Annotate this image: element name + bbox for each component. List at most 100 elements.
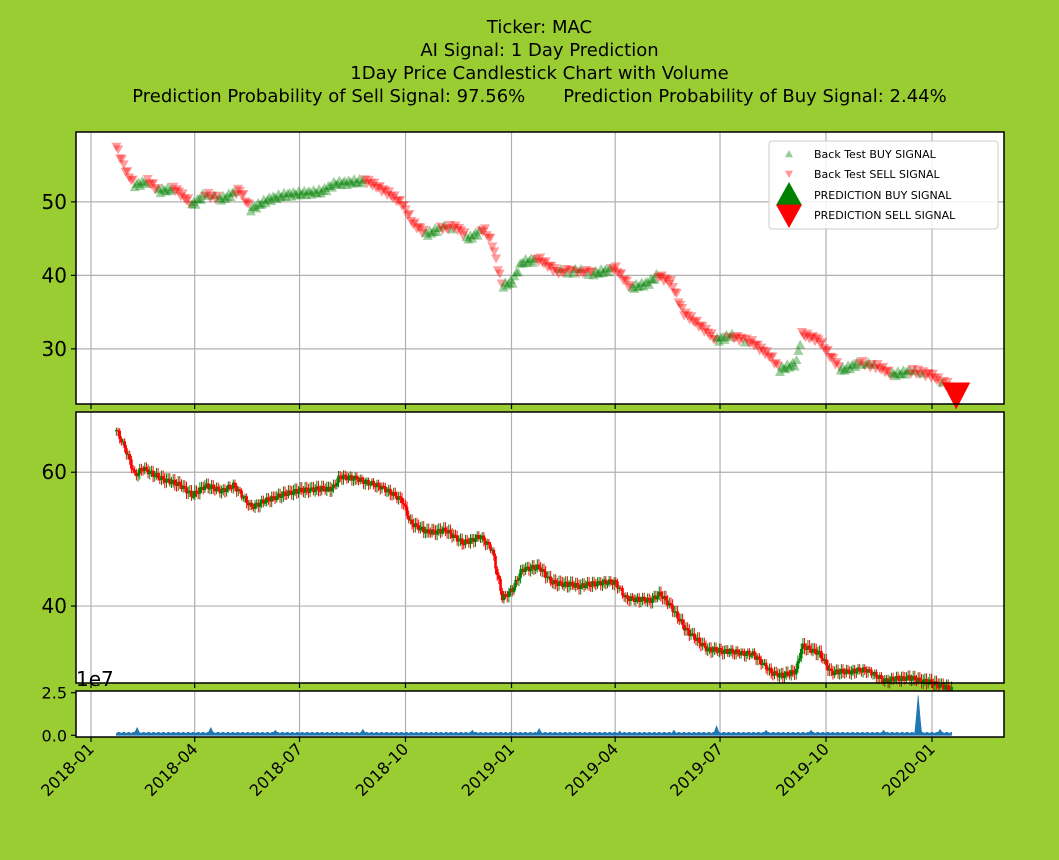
backtest-sell-marker	[749, 341, 760, 351]
backtest-sell-marker	[234, 186, 245, 196]
candle-down	[925, 679, 928, 685]
backtest-sell-marker	[918, 367, 929, 377]
candle-up	[850, 670, 853, 675]
backtest-buy-marker	[352, 177, 363, 187]
backtest-sell-marker	[752, 340, 763, 350]
backtest-buy-marker	[518, 258, 529, 268]
candle-up	[779, 672, 783, 674]
candle-up	[165, 479, 168, 483]
candle-down	[622, 595, 626, 598]
candle-down	[913, 675, 917, 681]
backtest-buy-marker	[785, 360, 796, 370]
candle-up	[115, 430, 118, 432]
backtest-sell-marker	[677, 303, 688, 313]
backtest-sell-marker	[402, 211, 413, 221]
backtest-sell-marker	[933, 373, 944, 383]
backtest-buy-marker	[516, 257, 527, 267]
backtest-sell-marker	[691, 316, 702, 326]
x-tick-label: 2020-01	[878, 739, 939, 800]
candle-up	[397, 496, 400, 500]
candle-down	[627, 598, 631, 602]
candle-up	[265, 497, 268, 503]
backtest-buy-marker	[271, 194, 282, 204]
backtest-buy-marker	[725, 332, 736, 342]
candle-up	[203, 485, 207, 491]
backtest-sell-marker	[459, 228, 470, 238]
backtest-buy-marker	[155, 188, 166, 198]
candle-down	[661, 596, 664, 599]
candle-up	[348, 475, 352, 477]
backtest-buy-marker	[841, 364, 852, 374]
candle-down	[559, 581, 562, 583]
backtest-buy-marker	[225, 192, 236, 202]
candle-down	[542, 569, 546, 572]
backtest-sell-marker	[833, 362, 844, 372]
backtest-sell-marker	[492, 266, 503, 276]
backtest-buy-legend-icon	[785, 150, 793, 158]
backtest-sell-marker	[376, 187, 387, 197]
candle-down	[809, 649, 813, 653]
volume-area	[116, 695, 952, 736]
candle-down	[666, 600, 669, 606]
candle-up	[470, 538, 474, 540]
backtest-buy-marker	[264, 192, 275, 202]
candle-down	[307, 489, 310, 493]
prediction-sell-marker	[942, 382, 971, 410]
candle-down	[450, 533, 454, 539]
backtest-sell-marker	[450, 221, 461, 231]
backtest-buy-marker	[312, 188, 323, 198]
candle-up	[751, 651, 755, 656]
candle-up	[365, 479, 369, 482]
candle-up	[440, 531, 444, 534]
backtest-sell-marker	[826, 352, 837, 362]
backtest-sell-marker	[926, 373, 937, 383]
candle-up	[706, 648, 709, 652]
candle-down	[709, 647, 713, 653]
candle-up	[170, 482, 173, 485]
backtest-sell-marker	[669, 288, 680, 298]
backtest-buy-marker	[349, 174, 360, 184]
backtest-buy-marker	[194, 193, 205, 203]
candle-up	[353, 475, 357, 480]
candle-down	[223, 488, 227, 493]
candle-down	[582, 583, 586, 588]
backtest-buy-marker	[196, 194, 207, 204]
candle-down	[776, 672, 780, 678]
candle-down	[931, 684, 935, 686]
candle-up	[816, 652, 820, 655]
candle-down	[412, 523, 415, 528]
backtest-sell-marker	[668, 283, 679, 293]
candle-up	[906, 675, 910, 678]
backtest-sell-marker	[380, 186, 391, 196]
candle-down	[183, 485, 187, 488]
candle-up	[512, 587, 516, 593]
candle-up	[734, 649, 738, 654]
candle-down	[741, 651, 745, 653]
candle-up	[143, 466, 147, 471]
candle-up	[337, 475, 340, 483]
backtest-buy-marker	[299, 185, 310, 195]
backtest-sell-marker	[754, 346, 765, 356]
backtest-buy-marker	[201, 190, 212, 200]
candle-down	[213, 488, 217, 492]
backtest-buy-marker	[856, 359, 867, 369]
candle-down	[918, 677, 922, 680]
backtest-buy-marker	[256, 199, 267, 209]
candle-down	[736, 649, 740, 653]
candle-up	[387, 488, 390, 491]
candle-down	[455, 535, 459, 542]
backtest-buy-marker	[266, 196, 277, 206]
backtest-sell-marker	[614, 270, 625, 280]
backtest-sell-marker	[612, 268, 623, 278]
backtest-sell-marker	[905, 369, 916, 379]
candle-up	[674, 611, 678, 613]
backtest-buy-marker	[327, 182, 338, 192]
candle-up	[310, 487, 314, 489]
candle-down	[743, 651, 746, 657]
backtest-buy-marker	[603, 267, 614, 277]
backtest-buy-marker	[424, 225, 435, 235]
backtest-sell-marker	[553, 269, 564, 279]
candle-down	[497, 575, 501, 579]
backtest-sell-marker	[435, 222, 446, 232]
candle-up	[691, 633, 694, 635]
